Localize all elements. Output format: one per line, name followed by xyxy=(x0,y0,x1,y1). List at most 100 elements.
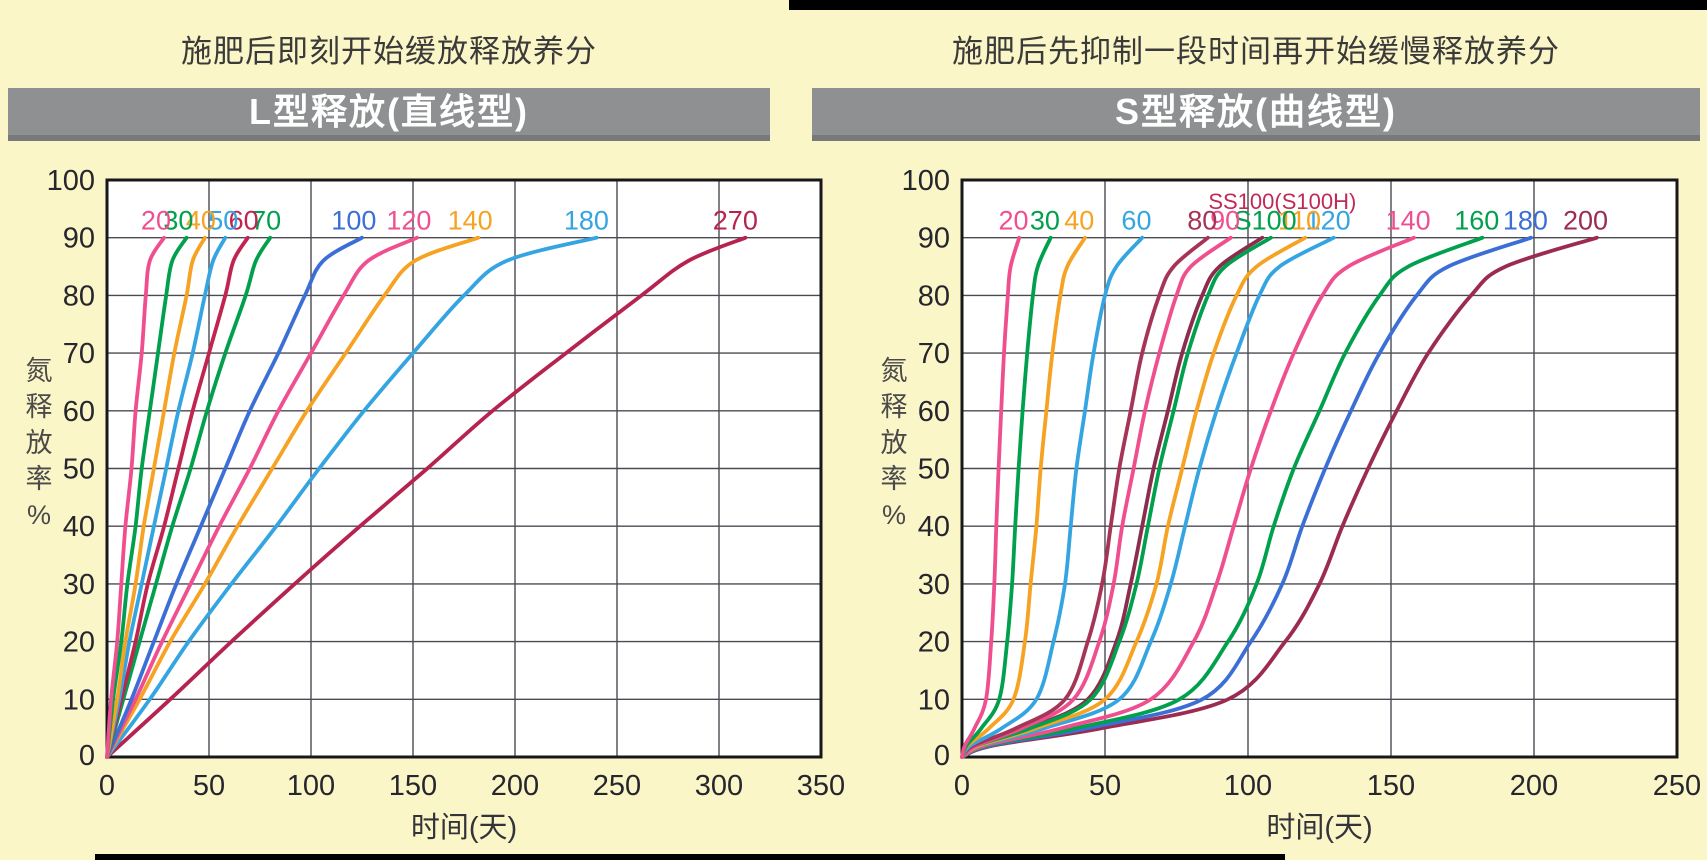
y-tick-label: 0 xyxy=(934,740,950,772)
curve-label-60: 60 xyxy=(229,206,259,236)
y-tick-label: 30 xyxy=(918,569,950,601)
x-tick-label: 150 xyxy=(389,770,437,802)
y-tick-label: 20 xyxy=(918,627,950,659)
x-axis-title: 时间(天) xyxy=(1266,811,1372,844)
curve-label-140: 140 xyxy=(1386,206,1431,236)
curve-label-140: 140 xyxy=(448,206,493,236)
x-tick-label: 100 xyxy=(287,770,335,802)
curve-140 xyxy=(960,235,1416,759)
y-tick-label: 10 xyxy=(63,684,95,716)
s-type-chart: 200180160140120110S100908060403020SS100(… xyxy=(881,165,1702,844)
s-type-heading: 施肥后先抑制一段时间再开始缓慢释放养分 xyxy=(952,34,1560,69)
curve-50 xyxy=(105,235,228,759)
plot-border xyxy=(960,178,1679,759)
curve-100 xyxy=(105,235,364,759)
y-tick-label: 50 xyxy=(918,454,950,486)
y-tick-label: 60 xyxy=(918,396,950,428)
y-tick-label: 100 xyxy=(902,165,950,197)
y-tick-label: 60 xyxy=(63,396,95,428)
curve-label-50: 50 xyxy=(208,206,238,236)
curve-200 xyxy=(960,235,1599,759)
curve-20 xyxy=(960,235,1022,759)
curve-label-180: 180 xyxy=(564,206,609,236)
y-axis-title-char: 放 xyxy=(881,428,908,458)
y-axis-title-char: 率 xyxy=(26,464,53,494)
curve-120 xyxy=(960,235,1336,759)
curve-label-20: 20 xyxy=(998,206,1028,236)
curve-label-80: 80 xyxy=(1187,206,1217,236)
x-tick-label: 250 xyxy=(593,770,641,802)
curve-label-270: 270 xyxy=(713,206,758,236)
curve-40 xyxy=(960,235,1087,759)
x-tick-label: 150 xyxy=(1367,770,1415,802)
curve-60 xyxy=(960,235,1145,759)
y-axis-title-char: 氮 xyxy=(881,356,908,386)
l-type-banner: L型释放(直线型) xyxy=(8,88,770,141)
y-axis-title-char: % xyxy=(882,500,906,530)
s-type-banner: S型释放(曲线型) xyxy=(812,88,1700,141)
curve-label-120: 120 xyxy=(386,206,431,236)
curve-label-20: 20 xyxy=(141,206,171,236)
curve-label-70: 70 xyxy=(251,206,281,236)
curve-140 xyxy=(105,235,481,759)
x-tick-label: 100 xyxy=(1224,770,1272,802)
curve-label-110: 110 xyxy=(1278,206,1321,236)
curve-label-90: 90 xyxy=(1210,206,1240,236)
curve-label-180: 180 xyxy=(1503,206,1548,236)
curve-120 xyxy=(105,235,419,759)
y-axis-title-char: 释 xyxy=(26,392,53,422)
curve-label-40: 40 xyxy=(186,206,216,236)
curve-label-30: 30 xyxy=(1030,206,1060,236)
curve-label-30: 30 xyxy=(163,206,193,236)
curve-80 xyxy=(960,235,1210,759)
curve-40 xyxy=(105,235,207,759)
y-tick-label: 100 xyxy=(47,165,95,197)
curve-70 xyxy=(105,235,273,759)
curve-label-120: 120 xyxy=(1306,206,1351,236)
x-tick-label: 200 xyxy=(1510,770,1558,802)
y-axis-title-char: 放 xyxy=(26,428,53,458)
y-axis-title-char: 氮 xyxy=(26,356,53,386)
y-tick-label: 30 xyxy=(63,569,95,601)
x-tick-label: 50 xyxy=(193,770,225,802)
y-tick-label: 40 xyxy=(918,511,950,543)
curve-20 xyxy=(105,235,166,759)
plot-border xyxy=(105,178,823,759)
curve-label-S100: S100 xyxy=(1234,206,1297,236)
y-tick-label: 40 xyxy=(63,511,95,543)
x-axis-title: 时间(天) xyxy=(411,811,517,844)
x-tick-label: 0 xyxy=(99,770,115,802)
curve-160 xyxy=(960,235,1485,759)
y-tick-label: 70 xyxy=(63,338,95,370)
curve-label-100: 100 xyxy=(331,206,376,236)
curve-270 xyxy=(105,235,748,759)
curve-30 xyxy=(960,235,1053,759)
y-axis-title-char: 释 xyxy=(881,392,908,422)
y-tick-label: 80 xyxy=(918,280,950,312)
y-tick-label: 90 xyxy=(918,223,950,255)
curve-30 xyxy=(105,235,189,759)
top-black-bar xyxy=(789,0,1707,10)
y-axis-title-char: 率 xyxy=(881,464,908,494)
y-tick-label: 0 xyxy=(79,740,95,772)
bottom-black-bar xyxy=(95,854,1285,860)
x-tick-label: 350 xyxy=(797,770,845,802)
curve-S100 xyxy=(960,235,1273,759)
curve-90 xyxy=(960,235,1233,759)
curve-110 xyxy=(960,235,1308,759)
curve-label-40: 40 xyxy=(1064,206,1094,236)
curve-60 xyxy=(105,235,250,759)
y-tick-label: 20 xyxy=(63,627,95,659)
x-tick-label: 0 xyxy=(954,770,970,802)
l-type-heading: 施肥后即刻开始缓放释放养分 xyxy=(181,34,597,69)
y-tick-label: 70 xyxy=(918,338,950,370)
x-tick-label: 300 xyxy=(695,770,743,802)
x-tick-label: 200 xyxy=(491,770,539,802)
curve-sublabel: SS100(S100H) xyxy=(1208,189,1356,214)
curve-label-200: 200 xyxy=(1563,206,1608,236)
curve-180 xyxy=(105,235,599,759)
y-axis-title-char: % xyxy=(27,500,51,530)
curve-180 xyxy=(960,235,1533,759)
